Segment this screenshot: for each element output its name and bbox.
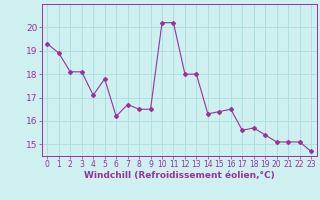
X-axis label: Windchill (Refroidissement éolien,°C): Windchill (Refroidissement éolien,°C) xyxy=(84,171,275,180)
